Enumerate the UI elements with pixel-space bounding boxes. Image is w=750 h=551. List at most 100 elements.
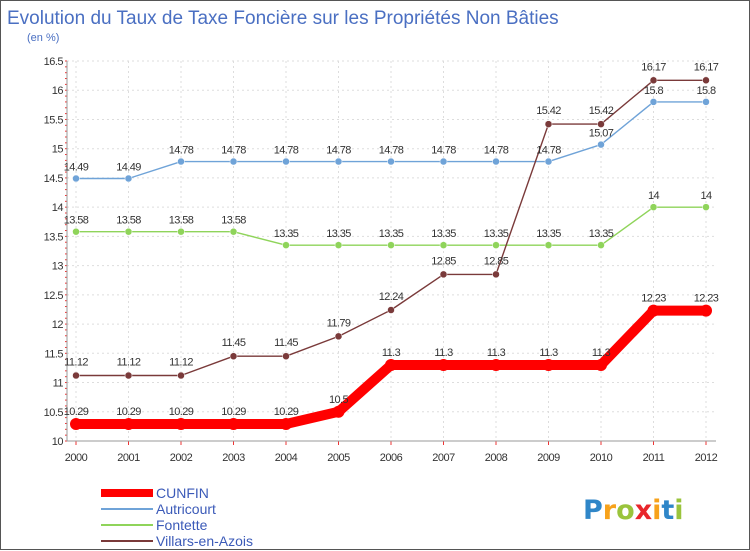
point-villars xyxy=(544,120,553,128)
point-autricourt xyxy=(334,157,343,166)
data-label-fontette: 13.35 xyxy=(589,228,614,240)
data-label-cunfin: 12.23 xyxy=(694,293,719,305)
data-label-fontette: 13.58 xyxy=(221,215,246,227)
data-label-villars: 11.12 xyxy=(169,357,193,369)
point-fontette xyxy=(282,241,290,249)
data-label-cunfin: 11.3 xyxy=(434,347,453,359)
point-autricourt xyxy=(387,157,395,166)
series-layer xyxy=(70,76,712,431)
point-fontette xyxy=(492,241,500,249)
point-autricourt xyxy=(439,157,448,166)
y-tick-label: 12.5 xyxy=(44,290,64,302)
y-tick-label: 16.5 xyxy=(44,56,64,68)
point-autricourt xyxy=(544,157,553,166)
data-label-autricourt: 14.78 xyxy=(326,145,351,157)
point-autricourt xyxy=(229,157,238,166)
legend-label-autricourt: Autricourt xyxy=(156,501,216,517)
legend-label-cunfin: CUNFIN xyxy=(156,485,209,501)
data-label-fontette: 13.58 xyxy=(64,215,89,227)
legend-label-fontette: Fontette xyxy=(156,517,208,533)
y-tick-label: 10.5 xyxy=(44,407,64,419)
data-label-fontette: 13.58 xyxy=(169,215,194,227)
point-fontette xyxy=(649,203,658,211)
point-autricourt xyxy=(282,157,290,166)
x-tick-label: 2004 xyxy=(275,452,298,464)
data-label-autricourt: 14.78 xyxy=(536,145,561,157)
chart-subtitle: (en %) xyxy=(27,32,59,44)
point-autricourt xyxy=(702,98,710,106)
grid-layer xyxy=(67,60,716,442)
point-fontette xyxy=(177,227,185,236)
x-tick-label: 2007 xyxy=(432,452,455,464)
point-villars xyxy=(492,270,500,279)
data-label-villars: 15.42 xyxy=(536,105,561,117)
point-fontette xyxy=(544,241,553,249)
data-label-cunfin: 10.5 xyxy=(329,394,348,406)
point-fontette xyxy=(702,203,710,211)
data-label-villars: 11.45 xyxy=(274,337,298,349)
y-tick-label: 15.5 xyxy=(44,114,64,126)
x-tick-label: 2001 xyxy=(117,452,140,464)
x-tick-label: 2012 xyxy=(695,452,718,464)
data-label-fontette: 13.35 xyxy=(484,228,509,240)
data-label-autricourt: 14.78 xyxy=(221,145,246,157)
data-label-autricourt: 15.8 xyxy=(644,85,663,97)
data-label-villars: 11.12 xyxy=(64,357,88,369)
point-villars xyxy=(282,352,290,360)
y-tick-label: 12 xyxy=(52,319,64,331)
data-label-villars: 11.12 xyxy=(117,357,141,369)
point-cunfin xyxy=(227,418,240,431)
point-villars xyxy=(229,352,238,360)
y-tick-label: 14 xyxy=(52,202,64,214)
data-label-villars: 16.17 xyxy=(694,61,719,73)
chart-title: Evolution du Taux de Taxe Foncière sur l… xyxy=(7,8,559,29)
y-tick-label: 11.5 xyxy=(44,348,63,360)
data-label-layer: 14.49 14.49 14.78 14.78 14.78 14.78 14.78 14.78… xyxy=(64,61,720,418)
point-autricourt xyxy=(177,157,185,166)
point-cunfin xyxy=(437,359,450,371)
point-cunfin xyxy=(70,418,82,431)
point-villars xyxy=(649,76,658,85)
point-cunfin xyxy=(385,359,397,371)
y-tick-label: 13.5 xyxy=(44,231,64,243)
point-autricourt xyxy=(72,174,80,183)
data-label-fontette: 13.35 xyxy=(431,228,456,240)
point-cunfin xyxy=(332,405,345,418)
x-tick-label: 2010 xyxy=(590,452,613,464)
point-villars xyxy=(597,120,605,128)
data-label-autricourt: 14.49 xyxy=(64,162,89,174)
x-tick-label: 2011 xyxy=(643,452,665,464)
data-label-autricourt: 14.78 xyxy=(431,145,456,157)
point-villars xyxy=(702,76,710,85)
y-tick-label: 10 xyxy=(52,436,64,448)
data-label-villars: 12.85 xyxy=(431,255,456,267)
x-tick-label: 2008 xyxy=(485,452,508,464)
point-fontette xyxy=(124,227,133,236)
data-label-villars: 11.79 xyxy=(327,317,351,329)
y-tick-label: 13 xyxy=(52,261,64,273)
data-label-cunfin: 10.29 xyxy=(221,406,246,418)
axis-layer: 10 10.5 11 11.5 12 12.5 13 13.5 14 14.5 15 15.5 16 16… xyxy=(44,56,719,464)
data-label-cunfin: 11.3 xyxy=(592,347,611,359)
data-label-autricourt: 15.07 xyxy=(589,128,614,140)
data-label-autricourt: 14.78 xyxy=(379,145,404,157)
legend-label-villars: Villars-en-Azois xyxy=(156,533,253,549)
data-label-cunfin: 10.29 xyxy=(169,406,194,418)
point-fontette xyxy=(72,227,80,236)
data-label-fontette: 13.35 xyxy=(379,228,404,240)
x-tick-label: 2002 xyxy=(170,452,193,464)
point-cunfin xyxy=(700,304,712,317)
data-label-villars: 11.45 xyxy=(222,337,246,349)
point-fontette xyxy=(597,241,605,249)
y-tick-label: 11 xyxy=(53,378,64,390)
point-fontette xyxy=(439,241,448,249)
y-tick-label: 16 xyxy=(52,85,64,97)
data-label-cunfin: 10.29 xyxy=(64,406,89,418)
point-autricourt xyxy=(649,98,658,106)
y-tick-label: 14.5 xyxy=(44,173,64,185)
point-villars xyxy=(72,371,80,380)
data-label-fontette: 14 xyxy=(700,190,712,202)
